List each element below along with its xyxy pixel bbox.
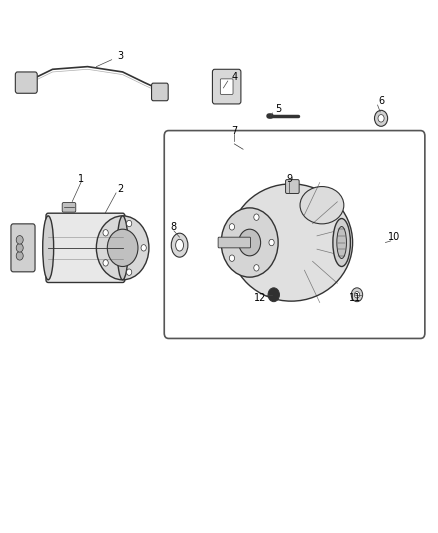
- Circle shape: [374, 110, 388, 126]
- Text: 10: 10: [388, 232, 400, 242]
- Ellipse shape: [300, 187, 344, 224]
- Ellipse shape: [333, 219, 350, 266]
- Circle shape: [239, 229, 261, 256]
- FancyBboxPatch shape: [11, 224, 35, 272]
- Text: 2: 2: [117, 184, 124, 194]
- Text: 12: 12: [254, 294, 267, 303]
- Circle shape: [269, 239, 274, 246]
- Circle shape: [351, 288, 363, 302]
- Ellipse shape: [230, 184, 353, 301]
- FancyBboxPatch shape: [46, 213, 125, 282]
- Circle shape: [378, 115, 384, 122]
- Circle shape: [254, 265, 259, 271]
- Circle shape: [16, 252, 23, 260]
- Circle shape: [96, 216, 149, 280]
- Text: 4: 4: [231, 72, 237, 82]
- Circle shape: [103, 260, 108, 266]
- Text: 5: 5: [275, 104, 281, 114]
- Circle shape: [230, 224, 235, 230]
- Circle shape: [16, 236, 23, 244]
- Ellipse shape: [171, 233, 188, 257]
- Ellipse shape: [337, 227, 346, 259]
- Text: 1: 1: [78, 174, 84, 183]
- Circle shape: [103, 230, 108, 236]
- Text: 7: 7: [231, 126, 237, 135]
- Circle shape: [230, 255, 235, 261]
- FancyBboxPatch shape: [218, 237, 251, 248]
- Circle shape: [221, 208, 278, 277]
- Circle shape: [107, 229, 138, 266]
- Ellipse shape: [42, 216, 53, 280]
- FancyBboxPatch shape: [212, 69, 241, 104]
- Text: 11: 11: [349, 294, 361, 303]
- FancyBboxPatch shape: [62, 203, 76, 212]
- Text: 8: 8: [170, 222, 176, 231]
- FancyBboxPatch shape: [152, 83, 168, 101]
- FancyBboxPatch shape: [15, 72, 37, 93]
- Circle shape: [127, 220, 132, 227]
- Ellipse shape: [117, 216, 128, 280]
- Text: 3: 3: [117, 51, 124, 61]
- Text: 9: 9: [286, 174, 292, 183]
- Circle shape: [16, 244, 23, 252]
- Text: 6: 6: [378, 96, 384, 106]
- Circle shape: [354, 292, 360, 298]
- FancyBboxPatch shape: [220, 79, 233, 94]
- Circle shape: [141, 245, 146, 251]
- Ellipse shape: [176, 239, 184, 251]
- FancyBboxPatch shape: [286, 180, 299, 193]
- Circle shape: [127, 269, 132, 276]
- Circle shape: [268, 288, 279, 302]
- Circle shape: [254, 214, 259, 220]
